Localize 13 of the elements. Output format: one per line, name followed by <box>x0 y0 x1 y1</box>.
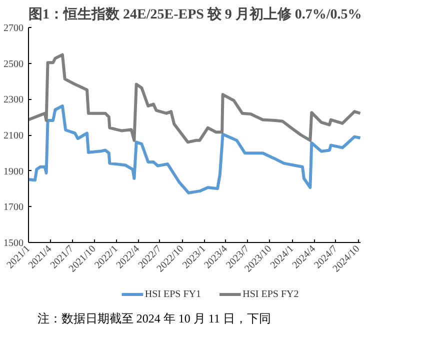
y-tick-label: 2700 <box>4 23 24 34</box>
text: 注：数据日期截至 2024 年 10 月 11 日，下同 <box>37 312 271 326</box>
y-tick-label: 1500 <box>4 238 24 249</box>
legend-label: HSI EPS FY2 <box>242 289 299 300</box>
y-tick-label: 2100 <box>4 130 24 142</box>
y-tick-label: 2500 <box>4 58 24 70</box>
line-series <box>28 53 360 144</box>
chart-title: 图1：恒生指数 24E/25E-EPS 较 9 月初上修 0.7%/0.5% <box>28 6 362 22</box>
legend-label: HSI EPS FY1 <box>144 289 202 300</box>
y-tick-label: 1700 <box>4 202 24 214</box>
y-tick-label: 1900 <box>4 166 24 178</box>
y-tick-label: 2300 <box>4 94 24 106</box>
line-series <box>28 104 360 194</box>
